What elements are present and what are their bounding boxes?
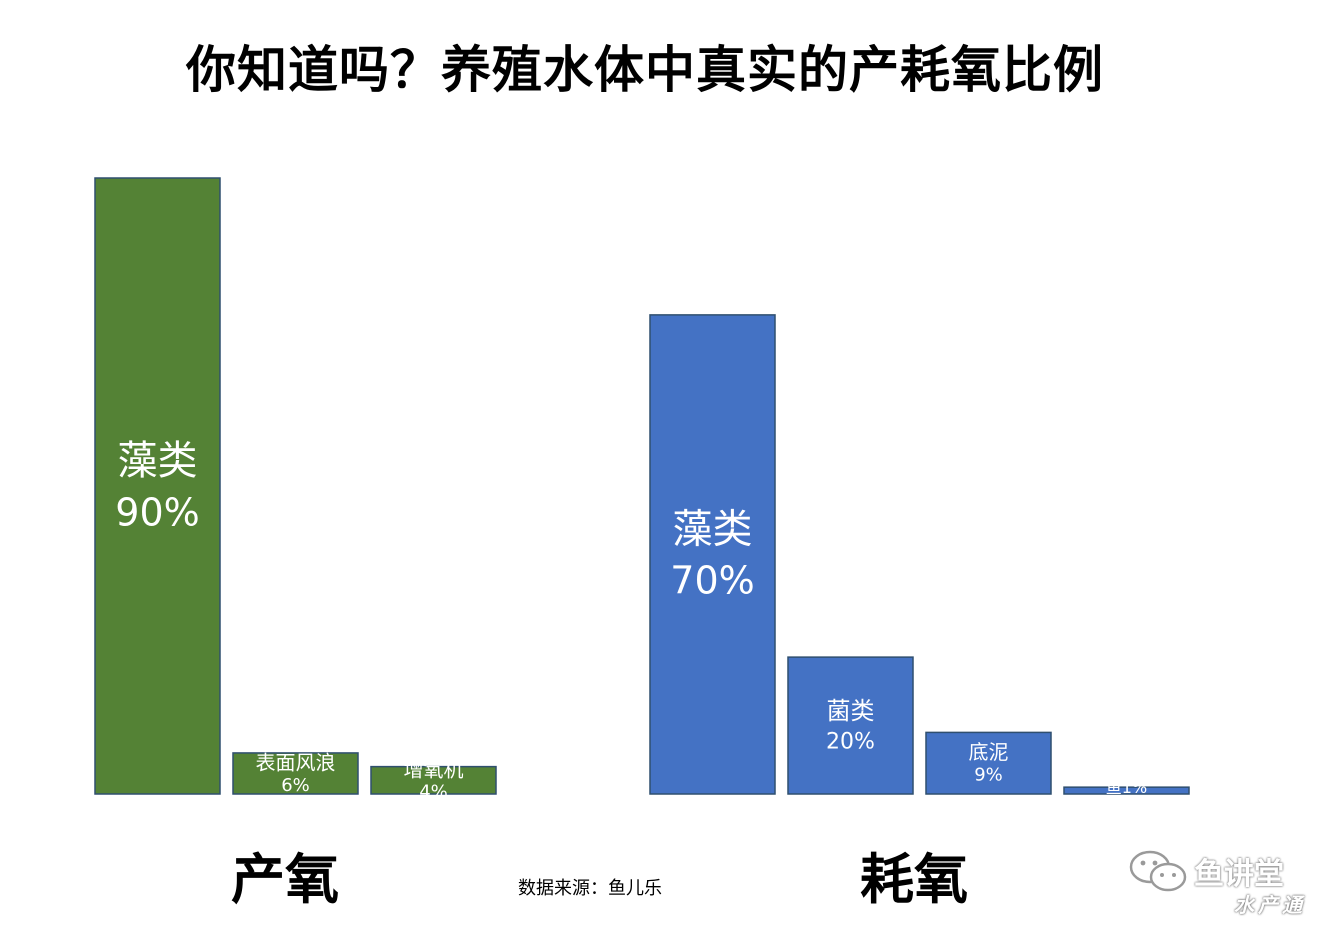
watermark: 鱼讲堂 水产通 [1128,845,1328,920]
bar-consumption-0 [649,314,776,795]
bar-label-consumption-0: 藻类 [673,506,753,552]
bar-value-consumption-0: 70% [670,559,754,603]
group-label-production: 产氧 [231,848,339,911]
watermark-sub: 水产通 [1234,893,1306,917]
bar-label-consumption-2: 底泥 [969,740,1009,764]
bar-consumption-1 [787,656,914,795]
wechat-icon [1128,849,1190,899]
bar-value-production-2: 4% [419,782,448,803]
bar-label-consumption-1: 菌类 [827,697,875,725]
bar-value-production-0: 90% [115,490,199,534]
page-title: 你知道吗？养殖水体中真实的产耗氧比例 [186,41,1104,99]
bar-label-production-1: 表面风浪 [256,750,336,774]
bar-value-consumption-2: 9% [974,765,1003,786]
bar-value-production-1: 6% [281,775,310,796]
bar-production-1 [232,752,359,795]
bar-value-consumption-1: 20% [826,729,875,754]
bar-label-consumption-3: 鱼1% [1106,778,1147,797]
bar-consumption-2 [925,731,1052,795]
watermark-name: 鱼讲堂 [1194,857,1284,892]
bar-production-2 [370,765,497,795]
bar-consumption-3 [1063,786,1190,795]
bar-label-production-2: 增氧机 [404,757,464,781]
group-label-consumption: 耗氧 [860,848,968,911]
data-source-note: 数据来源：鱼儿乐 [518,878,662,899]
bar-label-production-0: 藻类 [118,438,198,484]
bar-production-0 [94,177,221,795]
